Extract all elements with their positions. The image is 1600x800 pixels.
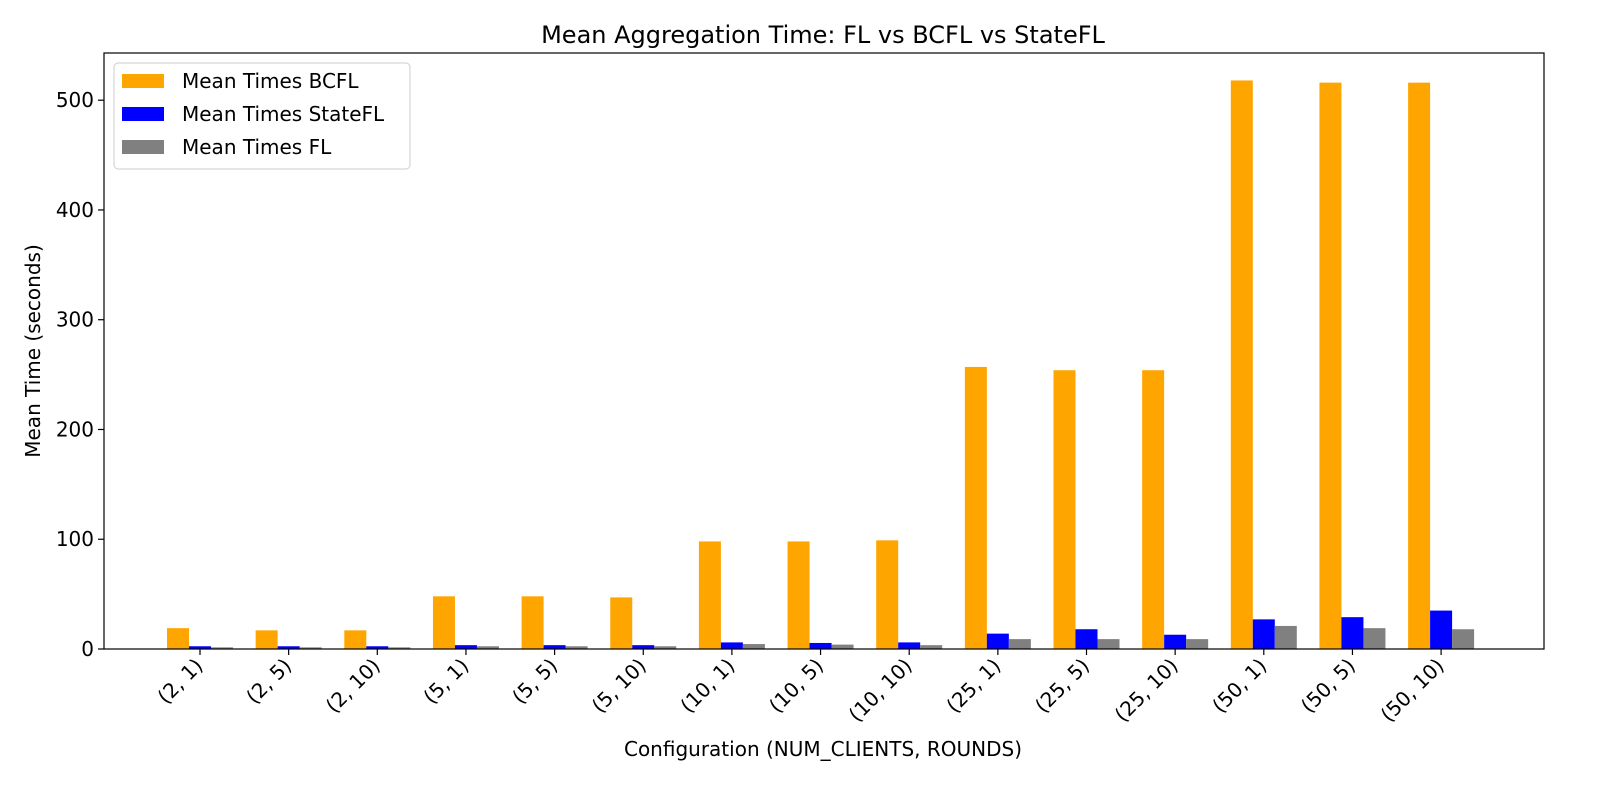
bar-fl-13: [1363, 628, 1386, 649]
bar-statefl-4: [543, 645, 566, 649]
x-tick-label: (5, 5): [507, 654, 562, 709]
bar-bcfl-4: [521, 596, 544, 649]
bar-statefl-10: [1075, 629, 1098, 649]
legend: Mean Times BCFL Mean Times StateFL Mean Ti…: [113, 62, 411, 170]
bar-fl-6: [742, 644, 765, 649]
bar-bcfl-8: [876, 540, 899, 649]
bar-fl-0: [211, 647, 233, 649]
x-tick-label: (50, 10): [1376, 654, 1449, 727]
x-tick-label: (2, 10): [321, 654, 385, 718]
bar-fl-1: [299, 647, 322, 649]
legend-entry: Mean Times StateFL: [182, 102, 385, 126]
y-tick-label: 300: [56, 308, 94, 332]
plot-frame: [103, 52, 1545, 650]
x-axis-label: Configuration (NUM_CLIENTS, ROUNDS): [624, 737, 1022, 761]
x-tick-label: (5, 1): [418, 654, 473, 709]
bar-statefl-12: [1252, 619, 1275, 649]
y-tick-label: 400: [56, 198, 94, 222]
y-tick-label: 200: [56, 417, 94, 441]
y-tick-label: 100: [56, 527, 94, 551]
bar-fl-4: [565, 646, 588, 649]
bar-statefl-6: [720, 642, 743, 649]
legend-entry: Mean Times BCFL: [182, 69, 359, 93]
bar-fl-10: [1097, 639, 1120, 649]
bar-fl-5: [654, 646, 677, 649]
bar-bcfl-6: [698, 541, 721, 649]
bar-statefl-7: [809, 642, 832, 649]
legend-entry: Mean Times FL: [182, 135, 332, 159]
bar-fl-9: [1008, 639, 1031, 649]
chart-title: Mean Aggregation Time: FL vs BCFL vs Sta…: [541, 21, 1105, 49]
y-tick-label: 500: [56, 88, 94, 112]
x-tick-label: (2, 1): [153, 654, 208, 709]
bar-statefl-13: [1341, 617, 1364, 649]
x-tick-label: (50, 5): [1296, 654, 1360, 718]
bar-bcfl-12: [1230, 80, 1253, 649]
bar-statefl-2: [366, 646, 389, 649]
bar-bcfl-2: [344, 630, 367, 649]
x-tick-label: (10, 1): [675, 654, 739, 718]
y-axis-label: Mean Time (seconds): [21, 244, 45, 458]
bar-statefl-3: [454, 645, 477, 649]
bar-fl-14: [1452, 629, 1475, 649]
bar-bcfl-5: [610, 597, 633, 649]
bar-statefl-11: [1164, 634, 1187, 649]
legend-box: [113, 62, 411, 170]
x-tick-label: (10, 5): [764, 654, 828, 718]
bar-statefl-9: [986, 633, 1009, 649]
bar-bcfl-10: [1053, 370, 1076, 649]
bar-statefl-0: [189, 646, 211, 649]
x-tick-label: (5, 10): [587, 654, 651, 718]
legend-swatch: [122, 74, 164, 88]
bar-fl-7: [831, 644, 854, 649]
x-tick-label: (25, 5): [1030, 654, 1094, 718]
bar-statefl-8: [898, 642, 921, 649]
bar-statefl-14: [1430, 610, 1453, 649]
bar-bcfl-13: [1319, 82, 1342, 649]
bar-bcfl-7: [787, 541, 810, 649]
x-tick-label: (50, 1): [1207, 654, 1271, 718]
bar-fl-12: [1274, 625, 1297, 649]
bar-statefl-1: [277, 646, 300, 649]
bar-fl-3: [476, 646, 499, 649]
x-axis-ticks: (2, 1) (2, 5) (2, 10) (5, 1) (5, 5) (5, 10) (1…: [153, 649, 1449, 727]
bar-bcfl-9: [964, 366, 987, 649]
bar-statefl-5: [632, 645, 655, 649]
bar-bcfl-3: [432, 596, 455, 649]
bar-fl-2: [388, 647, 411, 649]
x-tick-label: (25, 1): [941, 654, 1005, 718]
legend-swatch: [122, 140, 164, 154]
bar-bcfl-1: [255, 630, 278, 649]
bar-fl-11: [1186, 639, 1209, 649]
bar-bcfl-0: [167, 628, 189, 649]
bar-fl-8: [920, 645, 943, 649]
bar-bcfl-14: [1408, 82, 1431, 649]
x-tick-label: (10, 10): [844, 654, 917, 727]
legend-swatch: [122, 107, 164, 121]
bar-bcfl-11: [1142, 370, 1165, 649]
bars-group: [167, 80, 1475, 649]
x-tick-label: (2, 5): [241, 654, 296, 709]
y-axis-ticks: 0 100 200 300 400 500: [56, 88, 104, 661]
x-tick-label: (25, 10): [1110, 654, 1183, 727]
y-tick-label: 0: [81, 637, 94, 661]
